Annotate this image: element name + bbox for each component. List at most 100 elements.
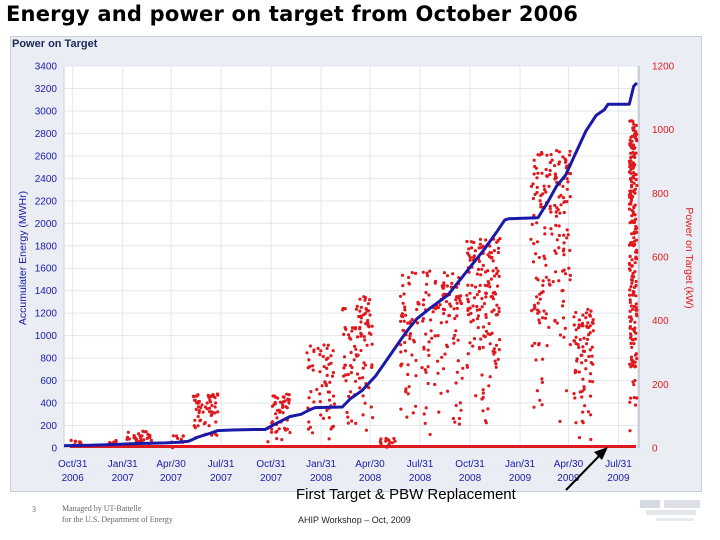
power-point (347, 394, 351, 398)
plot-border-right (638, 66, 640, 448)
power-point (412, 340, 416, 344)
power-point (494, 362, 498, 366)
power-point (361, 376, 365, 380)
x-tick-year: 2007 (160, 473, 183, 484)
power-point (628, 325, 633, 329)
power-point (532, 242, 536, 246)
power-point (634, 279, 638, 284)
power-point (632, 383, 636, 387)
power-point (633, 227, 638, 231)
power-point (560, 289, 564, 293)
power-point (535, 176, 539, 180)
y-tick-label: 1600 (35, 264, 58, 275)
power-point (451, 336, 456, 340)
power-point (325, 346, 329, 350)
power-point (398, 294, 403, 298)
power-point (629, 365, 633, 369)
power-point (632, 396, 636, 400)
power-point (565, 228, 569, 232)
power-point (554, 210, 558, 214)
power-point (484, 421, 488, 425)
power-point (451, 416, 455, 421)
y-tick-label: 2800 (35, 129, 58, 140)
power-point (454, 329, 458, 333)
power-point (405, 415, 409, 419)
power-point (357, 314, 361, 319)
power-point (585, 337, 590, 341)
power-point (427, 353, 431, 357)
power-point (484, 291, 488, 295)
power-point (530, 344, 534, 348)
power-point (406, 392, 410, 396)
power-point (371, 416, 375, 420)
power-point (632, 163, 636, 167)
power-point (561, 184, 565, 188)
power-point (588, 348, 592, 352)
power-point (483, 270, 488, 274)
right-margin-band (638, 66, 640, 448)
power-point (580, 321, 585, 325)
power-point (468, 341, 472, 345)
power-point (630, 134, 634, 138)
x-tick-label: Oct/31 (58, 459, 88, 470)
power-point (176, 436, 180, 440)
power-point (403, 308, 407, 312)
power-point (542, 184, 546, 188)
y-tick-label: 0 (51, 444, 57, 455)
x-tick-year: 2007 (260, 473, 283, 484)
power-point (414, 358, 418, 363)
power-point (488, 332, 492, 337)
power-point (532, 213, 536, 217)
power-point (536, 301, 540, 305)
power-point (477, 289, 481, 294)
power-point (629, 145, 634, 149)
power-point (565, 187, 569, 191)
power-point (629, 189, 633, 193)
power-point (548, 168, 552, 173)
power-point (562, 233, 566, 237)
power-point (532, 303, 537, 307)
power-point (486, 253, 490, 257)
power-point (207, 424, 211, 428)
power-point (591, 380, 595, 384)
power-point (210, 403, 214, 408)
power-point (193, 426, 197, 430)
power-point (493, 274, 497, 278)
power-point (287, 401, 291, 405)
power-point (577, 370, 581, 374)
power-point (285, 392, 289, 396)
power-point (179, 437, 183, 441)
power-point (445, 320, 449, 324)
power-point (455, 370, 459, 374)
x-tick-year: 2006 (62, 473, 85, 484)
power-point (440, 355, 444, 359)
power-point (478, 347, 482, 351)
power-point (318, 392, 322, 396)
power-point (558, 419, 562, 423)
power-point (494, 343, 499, 347)
power-point (493, 359, 497, 363)
power-point (537, 310, 541, 314)
power-point (494, 292, 498, 296)
y2-tick-label: 200 (652, 380, 669, 391)
power-point (471, 304, 475, 308)
power-point (208, 406, 212, 410)
power-point (550, 232, 554, 236)
power-point (490, 255, 494, 260)
power-point (445, 284, 449, 288)
power-point (562, 200, 566, 204)
power-point (496, 250, 500, 255)
power-point (530, 222, 534, 226)
power-point (553, 249, 557, 253)
power-point (634, 151, 638, 155)
power-point (628, 309, 632, 313)
power-point (327, 437, 331, 441)
power-point (469, 320, 473, 324)
power-point (198, 418, 203, 422)
power-point (632, 342, 636, 346)
power-point (331, 424, 335, 428)
power-point (283, 426, 287, 430)
power-point (589, 372, 593, 376)
power-point (559, 193, 563, 197)
power-point (328, 380, 332, 384)
